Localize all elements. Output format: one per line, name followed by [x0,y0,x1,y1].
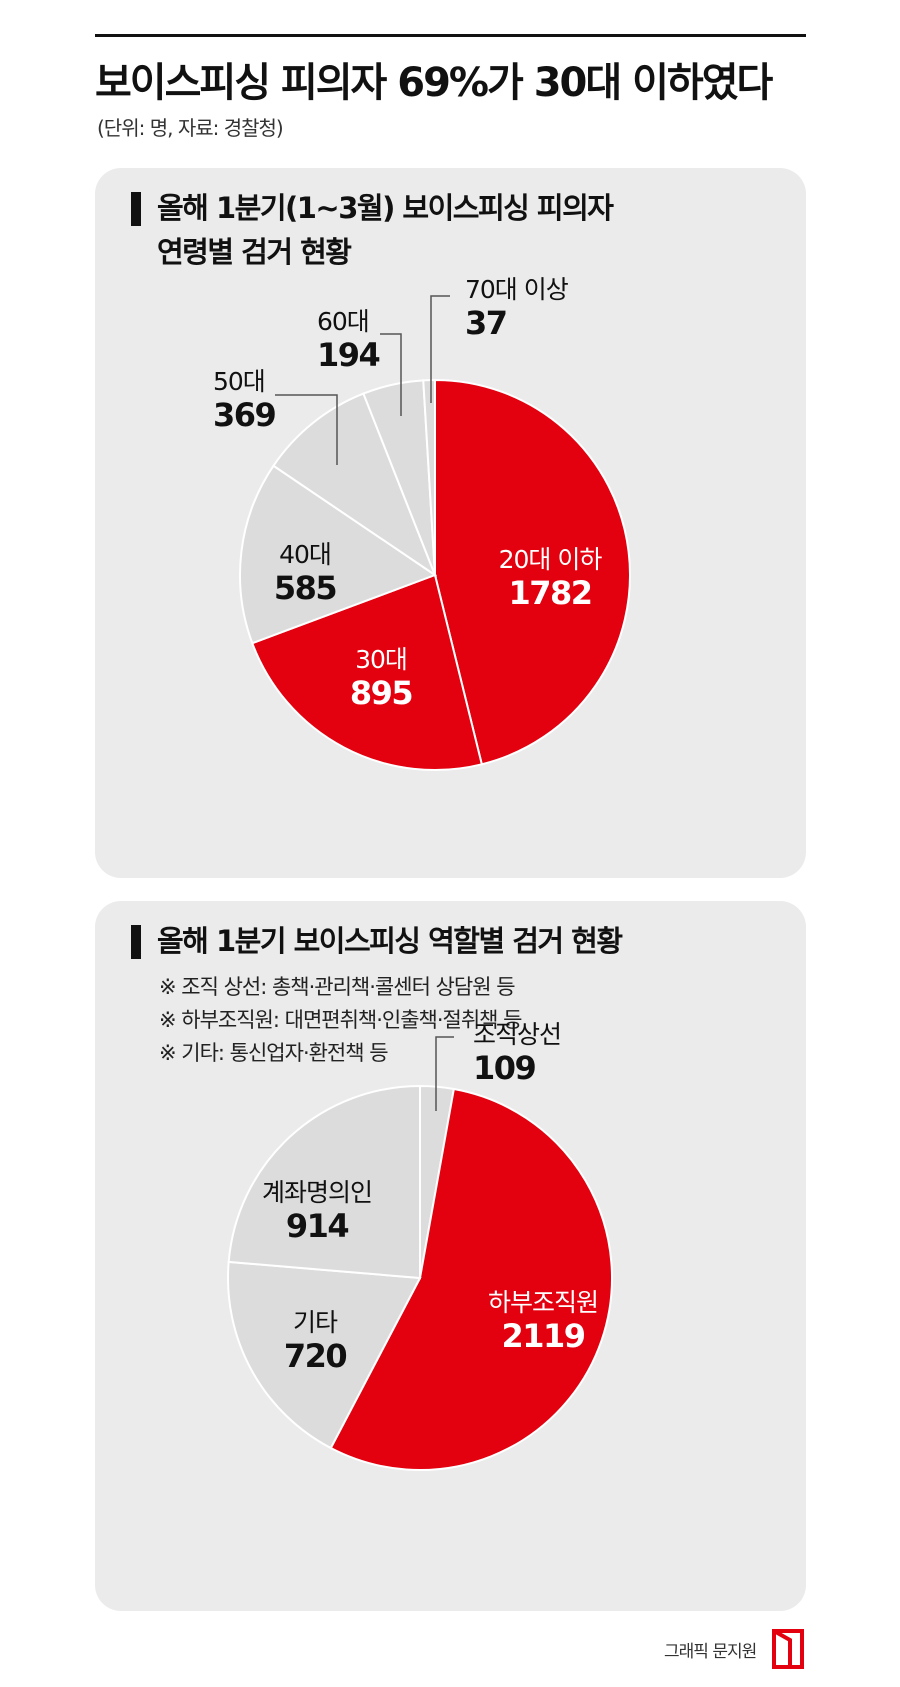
slice-value-label: 2119 [501,1317,584,1355]
age-chart-panel: 올해 1분기(1~3월) 보이스피싱 피의자 연령별 검거 현황 20대 이하 1… [95,168,806,878]
slice-category-label: 30대 [355,645,407,674]
publisher-logo-icon [772,1629,804,1669]
page-title: 보이스피싱 피의자 69%가 30대 이하였다 [95,60,773,106]
slice-value-label: 895 [350,674,413,712]
slice-category-label: 20대 이하 [499,545,603,574]
slice-category-label: 60대 [317,307,369,336]
note-item: ※ 조직 상선: 총책·관리책·콜센터 상담원 등 [159,975,516,999]
slice-category-label: 기타 [293,1308,338,1337]
role-chart-heading: 올해 1분기 보이스피싱 역할별 검거 현황 [131,919,623,963]
slice-value-label: 1782 [508,574,591,612]
pie-slice [227,1260,422,1450]
slice-value-label: 914 [286,1207,349,1245]
leader-line [430,295,450,403]
role-chart-panel: 올해 1분기 보이스피싱 역할별 검거 현황 ※ 조직 상선: 총책·관리책·콜… [95,901,806,1611]
slice-category-label: 70대 이상 [465,275,569,304]
pie-slice [272,392,438,578]
top-rule [95,34,806,37]
graphic-credit: 그래픽 문지원 [664,1642,757,1662]
slice-value-label: 585 [274,569,337,607]
pie-slice [251,573,484,771]
heading-bar [131,192,141,226]
pie-slice [329,1087,613,1471]
age-chart-title-line-1: 올해 1분기(1~3월) 보이스피싱 피의자 [157,191,614,225]
pie-slice [434,378,631,766]
note-item: ※ 하부조직원: 대면편취책·인출책·절취책 등 [159,1008,522,1032]
slice-category-label: 50대 [213,367,265,396]
heading-bar [131,925,141,959]
leader-line [380,333,402,416]
slice-category-label: 조직상선 [473,1020,561,1049]
slice-category-label: 계좌명의인 [262,1178,372,1207]
age-chart-title-line-2: 연령별 검거 현황 [157,235,352,269]
slice-value-label: 194 [317,336,380,374]
slice-value-label: 369 [213,396,276,434]
pie-slice [227,1084,421,1280]
note-item: ※ 기타: 통신업자·환전책 등 [159,1041,389,1065]
role-notes: ※ 조직 상선: 총책·관리책·콜센터 상담원 등 ※ 하부조직원: 대면편취책… [159,971,522,1070]
slice-category-label: 하부조직원 [488,1288,598,1317]
slice-value-label: 37 [465,304,507,342]
slice-value-label: 720 [284,1337,347,1375]
slice-category-label: 40대 [279,540,331,569]
leader-line [275,394,338,465]
pie-slice [422,378,436,576]
pie-slice [239,464,438,645]
role-chart-title: 올해 1분기 보이스피싱 역할별 검거 현황 [157,924,623,958]
unit-note: (단위: 명, 자료: 경찰청) [97,116,284,140]
age-chart-heading: 올해 1분기(1~3월) 보이스피싱 피의자 연령별 검거 현황 [131,186,614,274]
leader-line [435,1036,454,1111]
slice-value-label: 109 [473,1049,536,1087]
